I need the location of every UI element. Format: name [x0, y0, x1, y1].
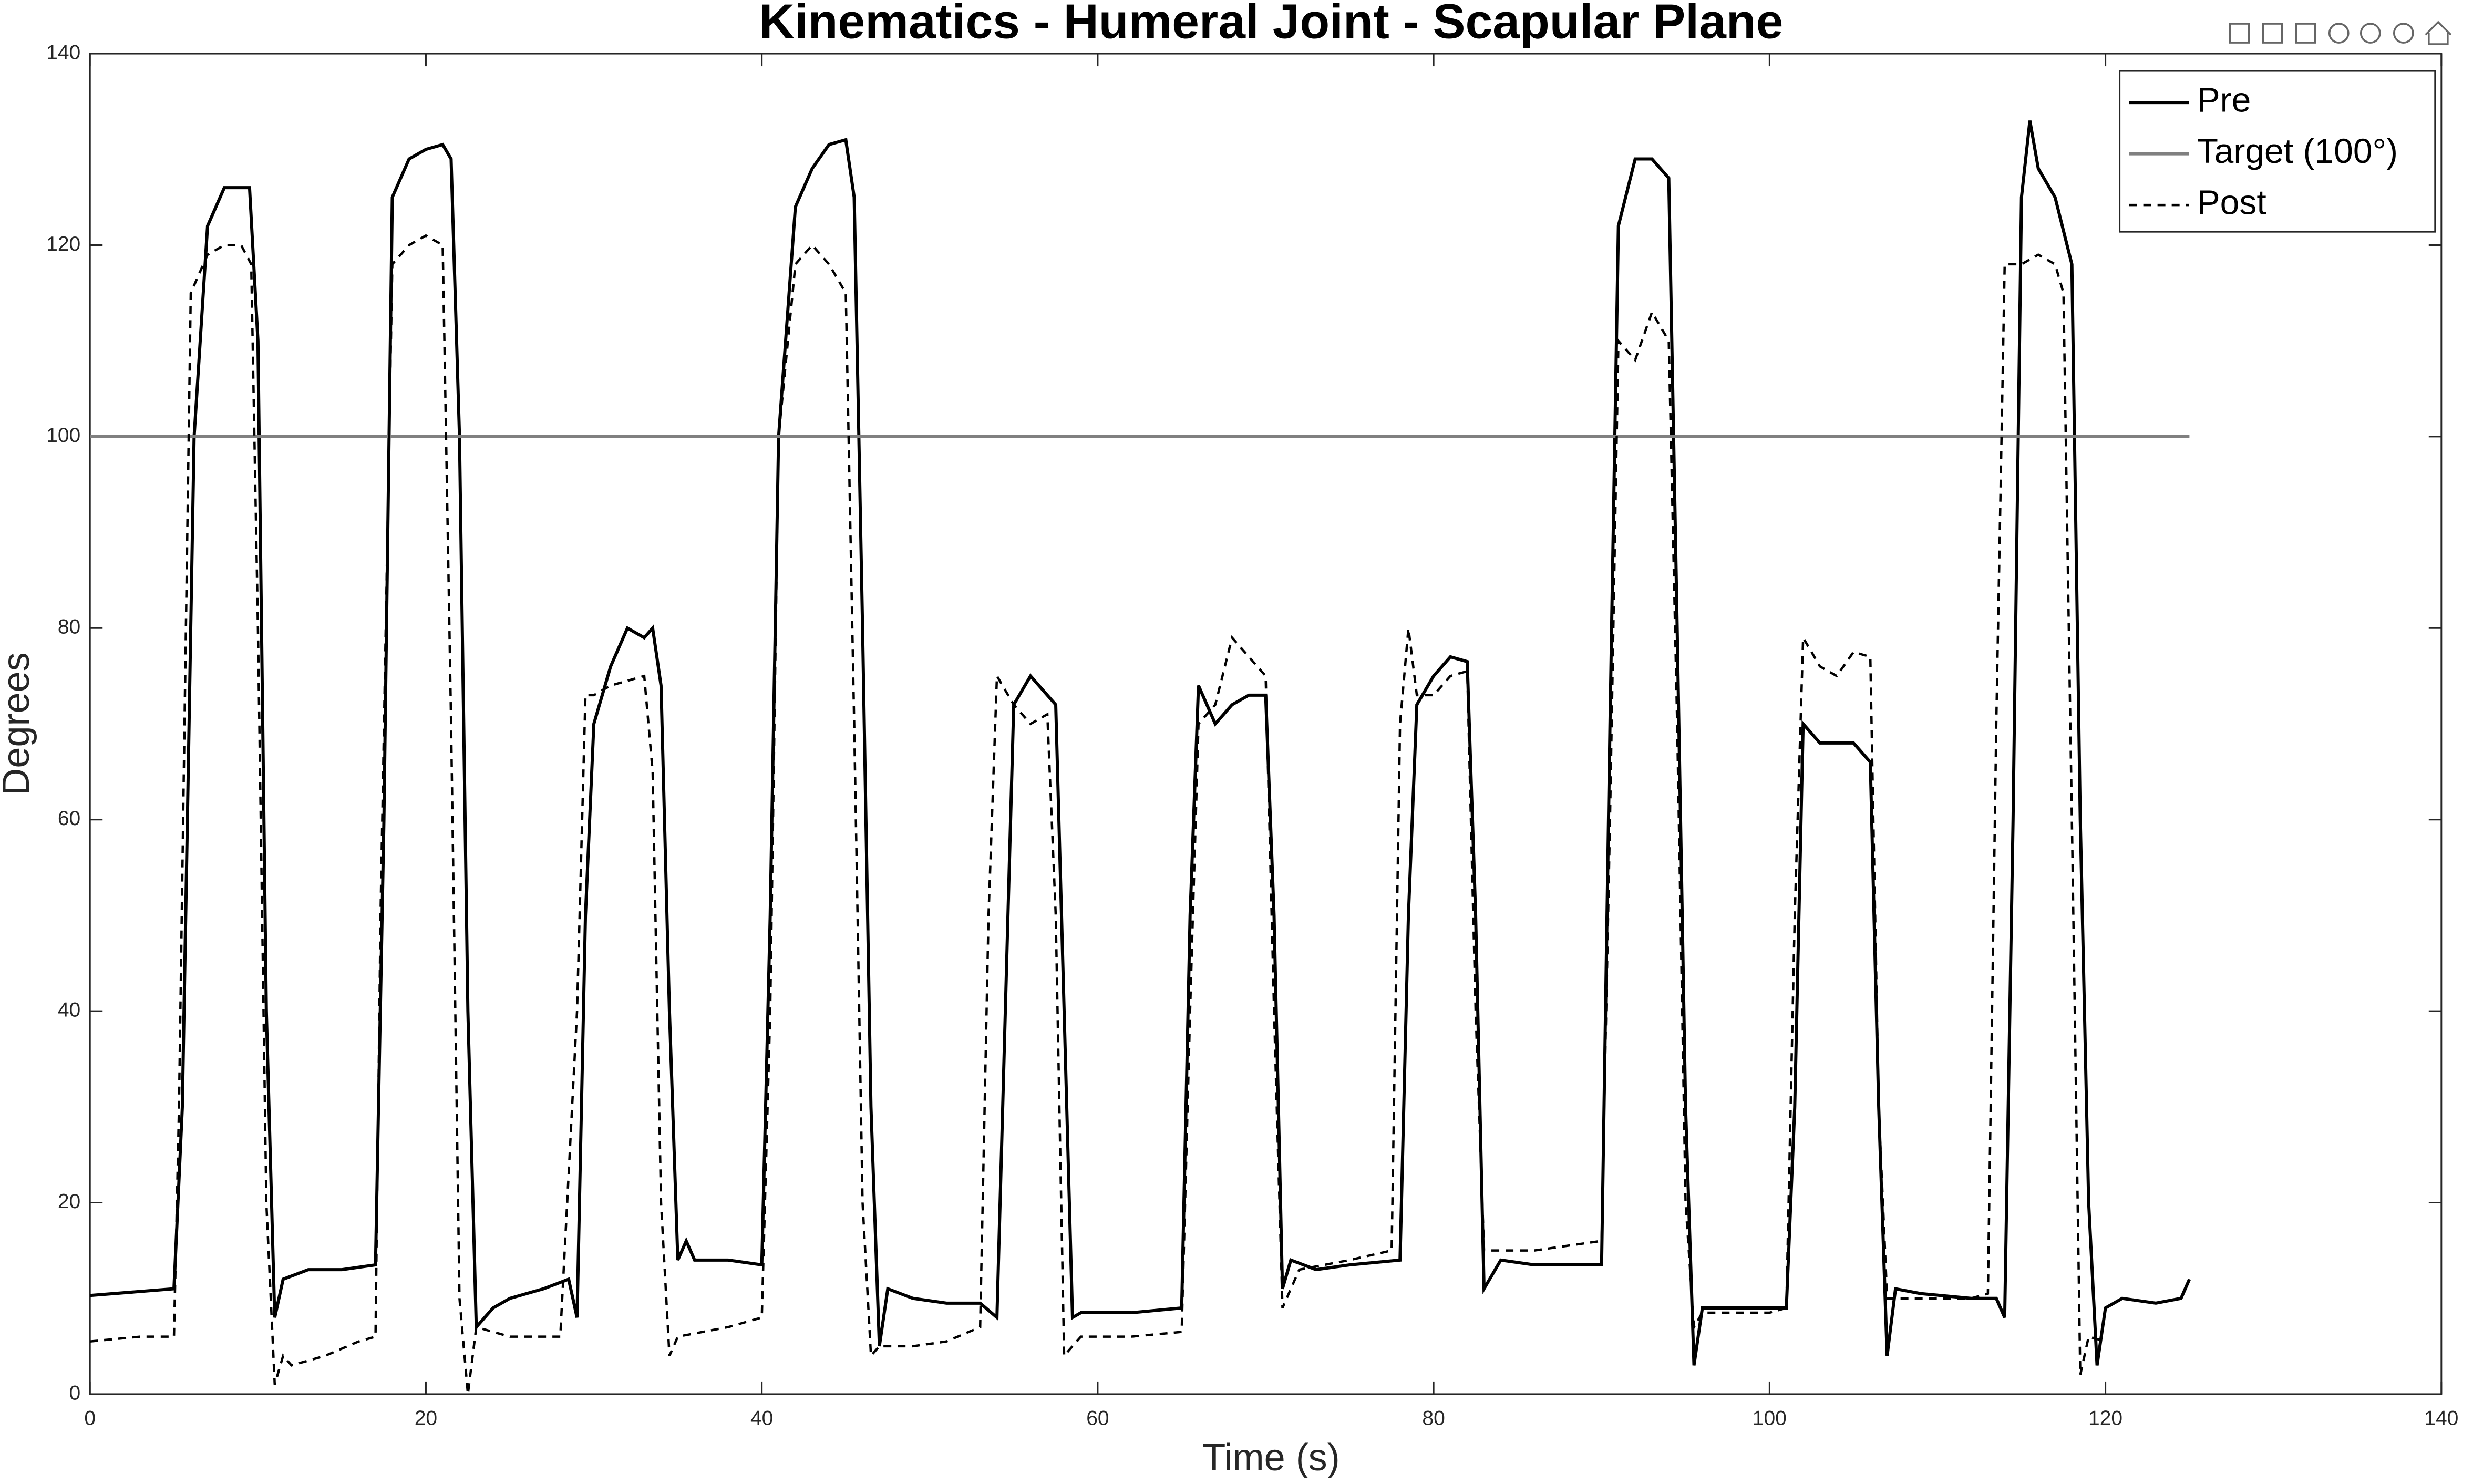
toolbar[interactable] — [2229, 20, 2452, 45]
y-tick-label: 120 — [46, 233, 80, 255]
tool-icon[interactable] — [2393, 23, 2414, 44]
x-tick-label: 20 — [415, 1407, 437, 1429]
y-tick-label: 100 — [46, 424, 80, 447]
y-tick-label: 80 — [58, 616, 80, 638]
tool-icon[interactable] — [2262, 23, 2283, 44]
y-tick-label: 60 — [58, 807, 80, 830]
y-axis-label: Degrees — [0, 652, 37, 795]
tool-icon[interactable] — [2328, 23, 2350, 44]
y-tick-label: 0 — [69, 1382, 81, 1404]
tool-icon[interactable] — [2359, 23, 2381, 44]
y-tick-label: 40 — [58, 998, 80, 1021]
y-tick-label: 20 — [58, 1190, 80, 1213]
x-tick-label: 60 — [1086, 1407, 1109, 1429]
legend-label: Target (100°) — [2197, 131, 2398, 170]
legend: Pre Target (100°) Post — [2119, 70, 2436, 233]
tool-icon[interactable] — [2229, 23, 2250, 44]
tool-icon[interactable] — [2425, 20, 2452, 45]
x-tick-label: 80 — [1422, 1407, 1445, 1429]
series-line — [90, 234, 2106, 1395]
x-tick-label: 140 — [2424, 1407, 2458, 1429]
x-tick-label: 40 — [750, 1407, 773, 1429]
legend-label: Post — [2197, 183, 2266, 222]
x-tick-label: 100 — [1753, 1407, 1787, 1429]
x-tick-label: 120 — [2088, 1407, 2122, 1429]
y-tick-label: 140 — [46, 41, 80, 64]
tool-icon[interactable] — [2295, 23, 2316, 44]
x-tick-label: 0 — [84, 1407, 96, 1429]
legend-label: Pre — [2197, 80, 2251, 119]
chart-title: Kinematics - Humeral Joint - Scapular Pl… — [759, 0, 1784, 49]
x-axis-label: Time (s) — [1202, 1437, 1339, 1479]
